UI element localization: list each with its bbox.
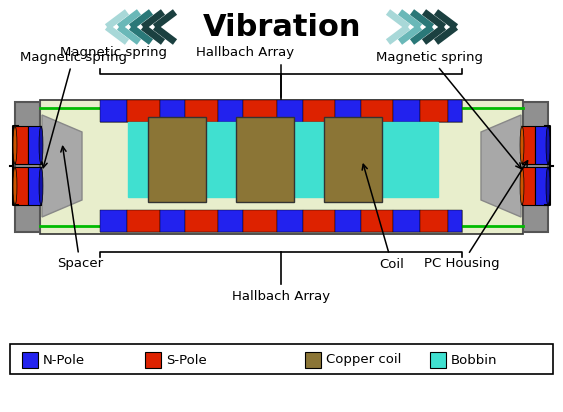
Bar: [361, 100, 393, 122]
Text: Spacer: Spacer: [57, 146, 103, 271]
Text: Hallbach Array: Hallbach Array: [232, 290, 330, 303]
Text: Coil: Coil: [362, 164, 404, 271]
Ellipse shape: [39, 167, 43, 205]
Bar: [148, 117, 206, 202]
Bar: [22, 352, 38, 368]
Text: Magnetic spring: Magnetic spring: [60, 45, 167, 59]
Text: S-Pole: S-Pole: [166, 353, 207, 367]
Text: Magnetic spring: Magnetic spring: [20, 51, 127, 168]
Bar: [15, 167, 28, 205]
Bar: [243, 100, 278, 122]
Bar: [324, 117, 382, 202]
Bar: [128, 122, 438, 197]
Polygon shape: [42, 115, 82, 217]
Bar: [15, 102, 40, 232]
Bar: [523, 102, 548, 232]
Bar: [185, 210, 218, 232]
Ellipse shape: [546, 167, 550, 205]
Ellipse shape: [546, 126, 550, 164]
Bar: [522, 167, 535, 205]
Text: Magnetic spring: Magnetic spring: [377, 51, 521, 169]
Bar: [40, 100, 523, 234]
Polygon shape: [481, 115, 521, 217]
Bar: [236, 117, 294, 202]
Bar: [522, 126, 535, 164]
Bar: [305, 352, 321, 368]
Bar: [28, 167, 41, 205]
Bar: [15, 126, 28, 164]
Bar: [336, 210, 361, 232]
Bar: [160, 100, 185, 122]
Bar: [127, 100, 160, 122]
Bar: [278, 210, 303, 232]
Text: Copper coil: Copper coil: [326, 353, 401, 367]
Bar: [393, 100, 421, 122]
Ellipse shape: [13, 167, 17, 205]
Bar: [303, 210, 336, 232]
Ellipse shape: [39, 126, 43, 164]
Bar: [218, 210, 243, 232]
Text: Hallbach Array: Hallbach Array: [196, 45, 294, 59]
Bar: [421, 100, 448, 122]
Bar: [278, 100, 303, 122]
Text: Bobbin: Bobbin: [451, 353, 498, 367]
Bar: [303, 100, 336, 122]
Bar: [100, 210, 462, 232]
Bar: [535, 167, 548, 205]
Bar: [28, 126, 41, 164]
Ellipse shape: [520, 167, 524, 205]
Bar: [160, 210, 185, 232]
Bar: [393, 210, 421, 232]
Bar: [10, 344, 553, 374]
Bar: [448, 210, 462, 232]
Bar: [448, 100, 462, 122]
Text: PC Housing: PC Housing: [424, 161, 528, 271]
Bar: [185, 100, 218, 122]
Bar: [100, 100, 462, 122]
Bar: [243, 210, 278, 232]
Bar: [100, 100, 127, 122]
Bar: [127, 210, 160, 232]
Bar: [430, 352, 446, 368]
Ellipse shape: [520, 126, 524, 164]
Text: Vibration: Vibration: [203, 12, 361, 42]
Bar: [421, 210, 448, 232]
Bar: [218, 100, 243, 122]
Bar: [361, 210, 393, 232]
Text: N-Pole: N-Pole: [43, 353, 85, 367]
Bar: [145, 352, 161, 368]
Bar: [336, 100, 361, 122]
Bar: [535, 126, 548, 164]
Ellipse shape: [13, 126, 17, 164]
Bar: [100, 210, 127, 232]
